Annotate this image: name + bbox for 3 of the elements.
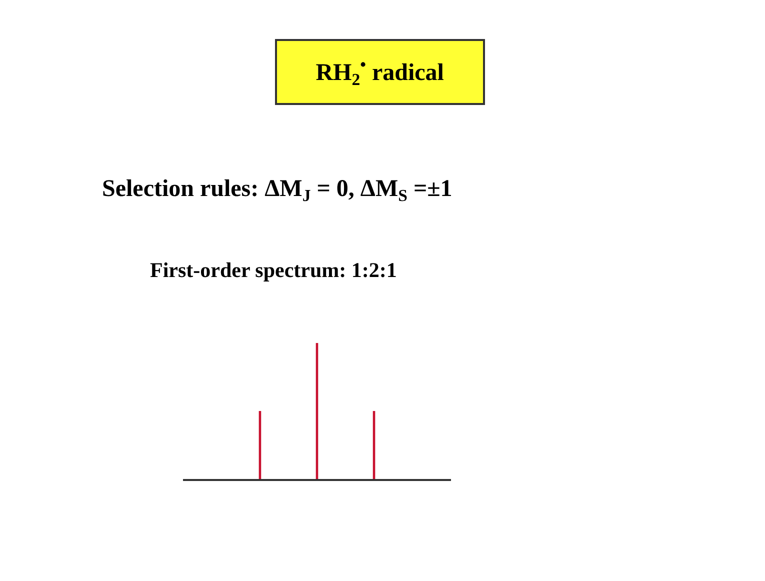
chart-title: RH$_{2}$$^{•}$ radical xyxy=(316,55,444,90)
text: First-order spectrum: 1:2:1 xyxy=(150,258,397,282)
text: Selection rules: ΔM$_{J}$ = 0, ΔM$_{S}$ =±1 xyxy=(102,176,452,206)
